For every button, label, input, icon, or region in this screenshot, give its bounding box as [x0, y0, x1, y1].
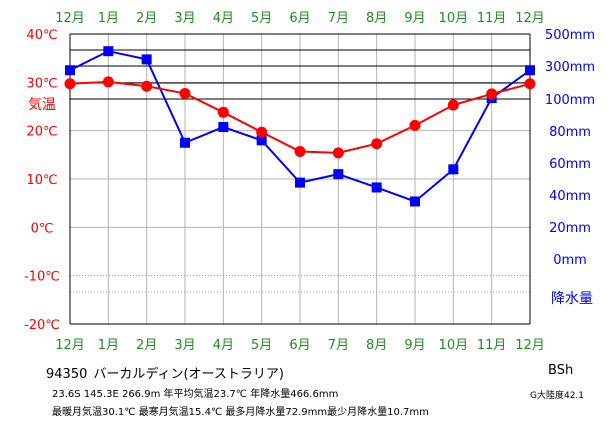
precipitation-tick-label: 60mm: [549, 157, 591, 172]
temperature-point: [409, 119, 421, 131]
temperature-axis: 気温 40℃ 30℃ 20℃ 10℃ 0℃ -10℃ -20℃: [24, 28, 60, 333]
temperature-tick-label: 10℃: [26, 173, 57, 188]
temperature-point: [141, 80, 153, 92]
precipitation-tick-label: 80mm: [549, 125, 591, 140]
precipitation-point: [103, 46, 114, 57]
month-label-top: 11月: [477, 11, 507, 26]
precipitation-point: [218, 122, 229, 133]
temperature-tick-label: -10℃: [24, 270, 60, 285]
precipitation-point: [295, 177, 305, 188]
top-month-labels: 12月 1月 2月 3月 4月 5月 6月 7月 8月 9月 10月 11月 12月: [55, 11, 545, 26]
temperature-point: [179, 87, 191, 99]
chart-grid: [69, 33, 531, 325]
temperature-point: [371, 138, 383, 150]
month-label-top: 12月: [515, 11, 545, 26]
precipitation-point: [256, 135, 267, 146]
precipitation-series: [65, 46, 535, 207]
month-label-top: 8月: [366, 11, 387, 26]
coldest-month: 最寒月気温15.4℃: [138, 407, 223, 418]
precipitation-point: [410, 196, 420, 207]
precipitation-tick-label: 20mm: [549, 221, 591, 236]
continentality-index: G大陸度42.1: [530, 391, 585, 401]
precipitation-point: [65, 65, 75, 76]
wettest-month: 最多月降水量72.9mm: [225, 407, 328, 418]
precipitation-point: [525, 65, 535, 76]
station-title: 94350 バーカルディン(オーストラリア): [46, 363, 284, 382]
month-label-bottom: 3月: [174, 338, 195, 353]
precipitation-tick-label: 0mm: [553, 253, 587, 268]
month-label-bottom: 1月: [98, 338, 119, 353]
precipitation-point: [141, 54, 152, 65]
month-label-top: 5月: [251, 11, 272, 26]
temperature-tick-label: 30℃: [26, 76, 57, 91]
month-label-bottom: 12月: [515, 338, 545, 353]
precipitation-axis: 500mm 300mm 100mm 80mm 60mm 40mm 20mm 0mm 降水量: [545, 28, 595, 307]
temperature-point: [217, 106, 229, 118]
station-id: 94350: [46, 367, 88, 382]
bottom-month-labels: 12月 1月 2月 3月 4月 5月 6月 7月 8月 9月 10月 11月 12月: [55, 338, 545, 353]
precipitation-tick-label: 500mm: [545, 28, 595, 43]
month-label-top: 1月: [98, 11, 119, 26]
month-label-bottom: 11月: [477, 338, 507, 353]
koppen-class: BSh: [548, 363, 574, 378]
driest-month: 最少月降水量10.7mm: [327, 407, 429, 418]
temperature-point: [294, 145, 306, 157]
precipitation-point: [333, 169, 344, 180]
station-extremes: 最暖月気温30.1℃ 最寒月気温15.4℃ 最多月降水量72.9mm最少月降水量…: [52, 403, 429, 418]
temperature-point: [64, 78, 76, 90]
month-label-top: 7月: [328, 11, 349, 26]
month-label-bottom: 2月: [136, 338, 157, 353]
month-label-top: 3月: [174, 11, 195, 26]
temperature-series: [64, 76, 536, 159]
month-label-bottom: 8月: [366, 338, 387, 353]
month-label-top: 6月: [289, 11, 310, 26]
month-label-bottom: 4月: [213, 338, 234, 353]
annual-precip: 年降水量466.6mm: [250, 389, 339, 400]
precipitation-point: [371, 182, 382, 193]
warmest-month: 最暖月気温30.1℃: [52, 407, 136, 418]
temperature-point: [332, 147, 344, 159]
temperature-point: [486, 88, 498, 100]
precipitation-tick-label: 300mm: [545, 60, 595, 75]
temperature-tick-label: 20℃: [26, 125, 57, 140]
month-label-top: 10月: [439, 11, 469, 26]
annual-temp: 年平均気温23.7℃: [163, 389, 248, 400]
precipitation-tick-label: 40mm: [549, 189, 591, 204]
month-label-bottom: 7月: [328, 338, 349, 353]
month-label-bottom: 5月: [251, 338, 272, 353]
month-label-top: 12月: [55, 11, 85, 26]
temperature-point: [524, 78, 536, 90]
temperature-point: [102, 76, 114, 88]
precipitation-tick-label: 100mm: [545, 93, 595, 108]
precipitation-axis-title: 降水量: [551, 291, 593, 307]
station-name: バーカルディン(オーストラリア): [93, 367, 284, 382]
month-label-top: 9月: [404, 11, 425, 26]
temperature-tick-label: -20℃: [24, 318, 60, 333]
elevation: 266.9m: [121, 389, 161, 400]
precipitation-point: [448, 164, 459, 175]
temperature-point: [447, 99, 459, 111]
precipitation-point: [180, 137, 190, 148]
station-summary: 23.6S 145.3E 266.9m 年平均気温23.7℃ 年降水量466.6…: [52, 385, 338, 400]
month-label-bottom: 12月: [55, 338, 85, 353]
temperature-point: [256, 126, 268, 138]
temperature-tick-label: 0℃: [31, 221, 54, 236]
longitude: 145.3E: [83, 389, 119, 400]
month-label-bottom: 10月: [439, 338, 469, 353]
month-label-top: 4月: [213, 11, 234, 26]
temperature-axis-title: 気温: [28, 97, 56, 113]
month-label-top: 2月: [136, 11, 157, 26]
month-label-bottom: 9月: [404, 338, 425, 353]
temperature-tick-label: 40℃: [26, 28, 57, 43]
latitude: 23.6S: [52, 389, 81, 400]
month-label-bottom: 6月: [289, 338, 310, 353]
